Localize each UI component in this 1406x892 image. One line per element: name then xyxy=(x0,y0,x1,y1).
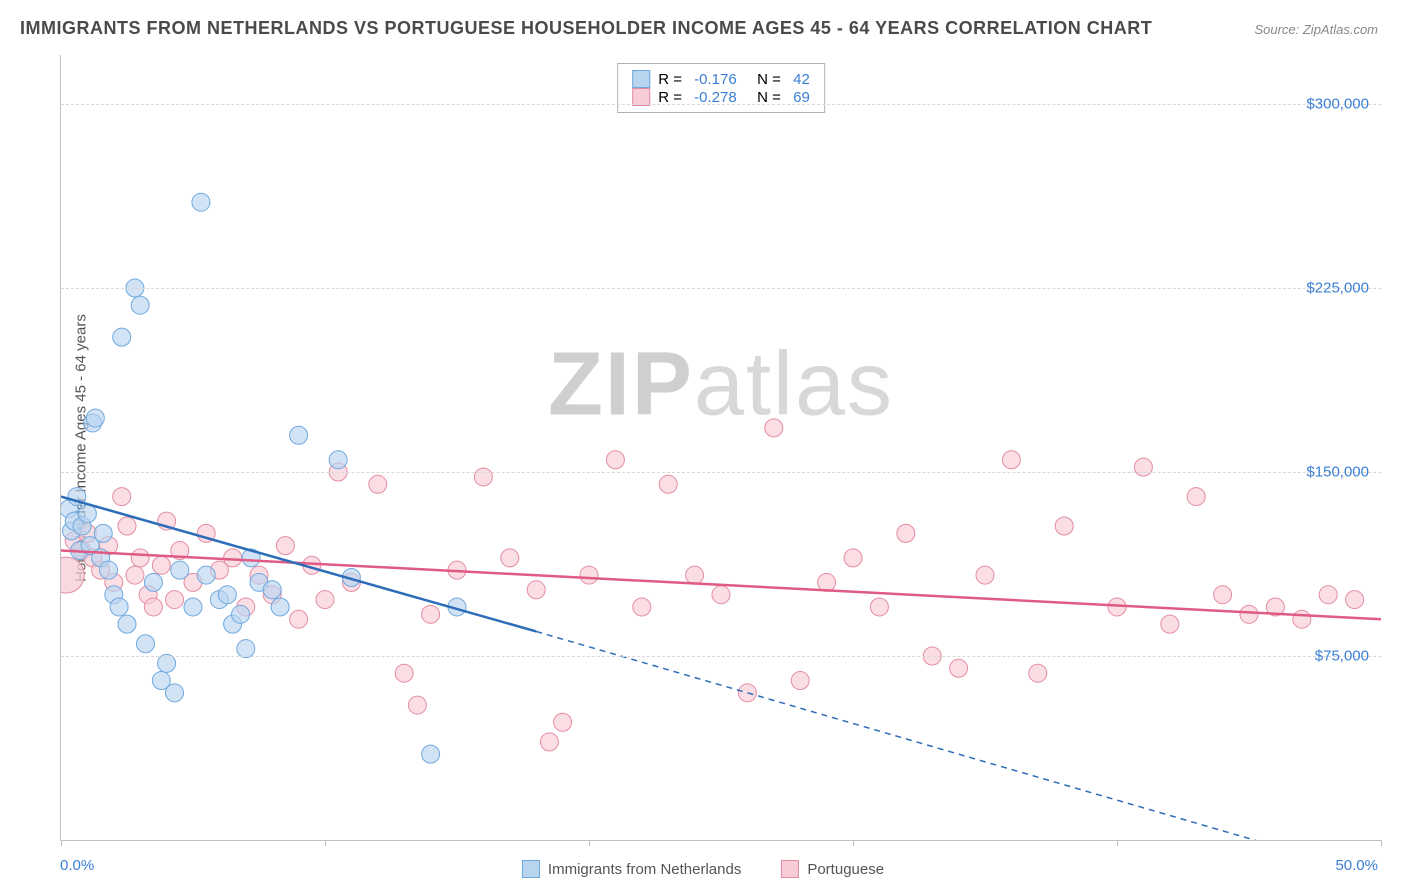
chart-area: Householder Income Ages 45 - 64 years ZI… xyxy=(60,55,1381,841)
x-tick xyxy=(1117,840,1118,846)
data-point xyxy=(218,586,236,604)
y-tick-label: $225,000 xyxy=(1306,280,1369,297)
data-point xyxy=(113,328,131,346)
gridline xyxy=(61,104,1381,105)
data-point xyxy=(197,566,215,584)
data-point xyxy=(329,451,347,469)
data-point xyxy=(686,566,704,584)
series-legend: Immigrants from Netherlands Portuguese xyxy=(522,860,884,878)
data-point xyxy=(527,581,545,599)
data-point xyxy=(844,549,862,567)
data-point xyxy=(276,537,294,555)
data-point xyxy=(540,733,558,751)
data-point xyxy=(263,581,281,599)
data-point xyxy=(791,672,809,690)
data-point xyxy=(659,475,677,493)
source-label: Source: ZipAtlas.com xyxy=(1254,22,1378,37)
data-point xyxy=(126,566,144,584)
data-point xyxy=(166,591,184,609)
data-point xyxy=(192,193,210,211)
x-tick xyxy=(1381,840,1382,846)
data-point xyxy=(870,598,888,616)
data-point xyxy=(271,598,289,616)
data-point xyxy=(1134,458,1152,476)
data-point xyxy=(100,561,118,579)
y-tick-label: $75,000 xyxy=(1315,648,1369,665)
data-point xyxy=(369,475,387,493)
data-point xyxy=(1029,664,1047,682)
swatch-pink-icon xyxy=(781,860,799,878)
data-point xyxy=(818,573,836,591)
data-point xyxy=(1055,517,1073,535)
data-point xyxy=(501,549,519,567)
data-point xyxy=(316,591,334,609)
data-point xyxy=(1002,451,1020,469)
data-point xyxy=(1346,591,1364,609)
data-point xyxy=(1187,488,1205,506)
data-point xyxy=(422,745,440,763)
data-point xyxy=(422,605,440,623)
x-tick xyxy=(853,840,854,846)
data-point xyxy=(61,557,84,593)
data-point xyxy=(554,713,572,731)
data-point xyxy=(144,598,162,616)
data-point xyxy=(131,549,149,567)
data-point xyxy=(580,566,598,584)
data-point xyxy=(1214,586,1232,604)
data-point xyxy=(113,488,131,506)
x-tick xyxy=(325,840,326,846)
swatch-blue-icon xyxy=(522,860,540,878)
x-axis-min-label: 0.0% xyxy=(60,857,94,874)
data-point xyxy=(1240,605,1258,623)
scatter-plot xyxy=(61,55,1381,840)
data-point xyxy=(290,610,308,628)
data-point xyxy=(606,451,624,469)
data-point xyxy=(78,505,96,523)
gridline xyxy=(61,288,1381,289)
x-tick xyxy=(589,840,590,846)
gridline xyxy=(61,472,1381,473)
data-point xyxy=(94,524,112,542)
data-point xyxy=(184,598,202,616)
gridline xyxy=(61,656,1381,657)
data-point xyxy=(144,573,162,591)
data-point xyxy=(152,556,170,574)
data-point xyxy=(897,524,915,542)
data-point xyxy=(765,419,783,437)
data-point xyxy=(1161,615,1179,633)
data-point xyxy=(408,696,426,714)
chart-title: IMMIGRANTS FROM NETHERLANDS VS PORTUGUES… xyxy=(20,18,1152,39)
data-point xyxy=(395,664,413,682)
data-point xyxy=(131,296,149,314)
data-point xyxy=(136,635,154,653)
data-point xyxy=(712,586,730,604)
data-point xyxy=(474,468,492,486)
data-point xyxy=(1319,586,1337,604)
data-point xyxy=(950,659,968,677)
data-point xyxy=(166,684,184,702)
y-tick-label: $150,000 xyxy=(1306,464,1369,481)
data-point xyxy=(633,598,651,616)
data-point xyxy=(86,409,104,427)
x-axis-max-label: 50.0% xyxy=(1335,857,1378,874)
data-point xyxy=(118,615,136,633)
data-point xyxy=(1293,610,1311,628)
y-tick-label: $300,000 xyxy=(1306,96,1369,113)
data-point xyxy=(232,605,250,623)
legend-item-blue: Immigrants from Netherlands xyxy=(522,860,741,878)
data-point xyxy=(237,640,255,658)
data-point xyxy=(118,517,136,535)
data-point xyxy=(158,654,176,672)
data-point xyxy=(171,561,189,579)
data-point xyxy=(110,598,128,616)
x-tick xyxy=(61,840,62,846)
data-point xyxy=(976,566,994,584)
data-point xyxy=(290,426,308,444)
legend-item-pink: Portuguese xyxy=(781,860,884,878)
